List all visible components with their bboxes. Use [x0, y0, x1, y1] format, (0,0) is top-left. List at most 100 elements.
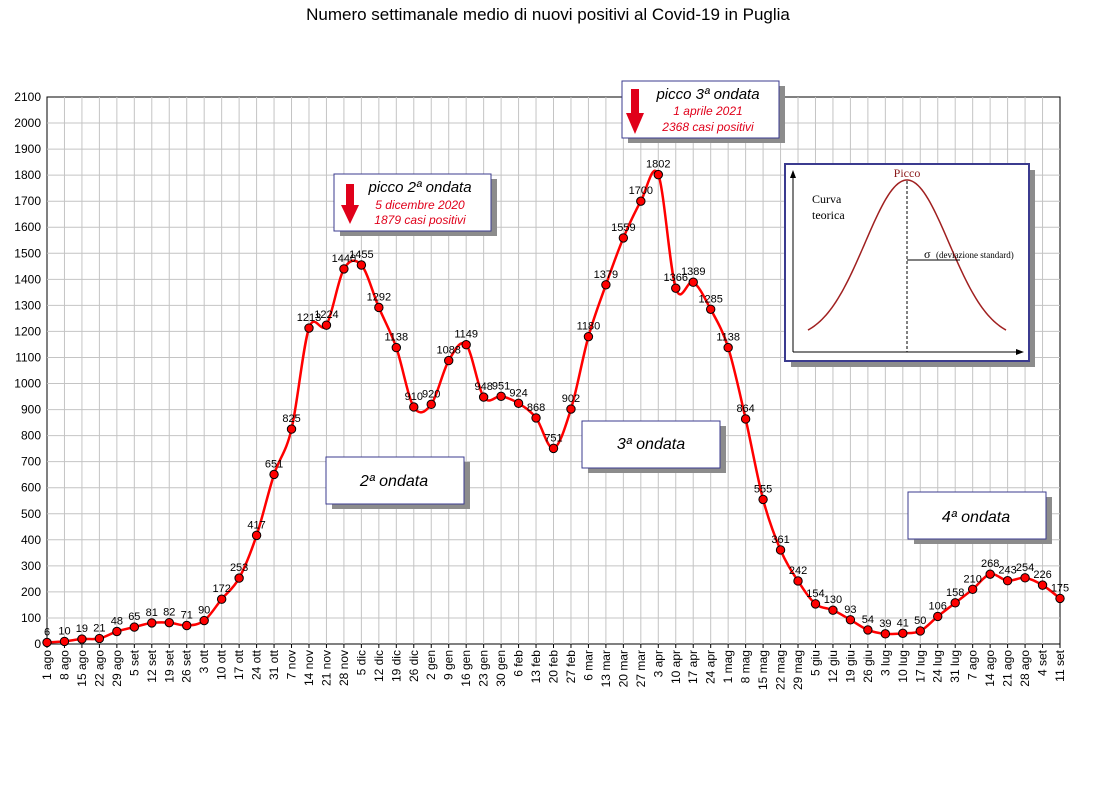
data-point — [304, 323, 314, 333]
data-label: 1088 — [436, 345, 460, 357]
series-positivi — [42, 169, 1065, 648]
data-label: 254 — [1016, 562, 1034, 574]
data-point — [112, 626, 122, 637]
peak-annotation-2: picco 2ª ondata 5 dicembre 2020 1879 cas… — [333, 173, 497, 236]
data-label: 1292 — [367, 291, 391, 303]
y-tick-label: 600 — [21, 481, 41, 495]
data-point — [653, 169, 663, 180]
x-tick-label: 1 ago — [40, 650, 54, 680]
x-tick-label: 8 mag — [739, 650, 753, 683]
x-tick-label: 14 ago — [983, 650, 997, 687]
data-point — [1037, 580, 1048, 590]
x-tick-label: 20 mar — [616, 650, 630, 687]
x-tick-label: 24 apr — [704, 650, 718, 684]
data-label: 21 — [93, 623, 105, 635]
x-tick-label: 3 apr — [651, 650, 665, 677]
x-tick-label: 27 feb — [564, 650, 578, 684]
y-tick-label: 1700 — [14, 194, 41, 208]
data-point — [147, 618, 157, 628]
x-tick-label: 17 lug — [913, 650, 927, 683]
data-point — [216, 594, 227, 604]
data-point — [182, 620, 192, 631]
data-point — [636, 196, 646, 206]
data-label: 1138 — [384, 332, 408, 344]
data-point — [286, 424, 297, 434]
x-tick-label: 9 gen — [442, 650, 456, 680]
data-label: 868 — [527, 402, 545, 414]
inset-peak-label: Picco — [894, 166, 921, 180]
y-tick-label: 1100 — [15, 350, 41, 364]
data-point — [199, 615, 209, 626]
inset-sigma-symbol: σ — [924, 247, 931, 261]
data-label: 651 — [265, 458, 283, 470]
y-tick-label: 100 — [21, 611, 41, 625]
data-label: 172 — [212, 583, 230, 595]
x-tick-label: 7 nov — [285, 650, 299, 679]
data-label: 825 — [282, 413, 300, 425]
data-point — [409, 402, 419, 412]
data-label: 65 — [128, 611, 140, 623]
y-tick-label: 500 — [21, 507, 41, 521]
x-tick-label: 10 ott — [215, 649, 229, 680]
y-tick-label: 900 — [21, 403, 41, 417]
data-point — [548, 443, 559, 454]
data-label: 90 — [198, 605, 210, 617]
x-tick-label: 28 ago — [1018, 650, 1032, 687]
x-tick-label: 5 giu — [808, 650, 822, 676]
wave-box-4: 4ª ondata — [907, 491, 1052, 544]
y-tick-label: 1500 — [14, 246, 41, 260]
x-tick-label: 16 gen — [459, 650, 473, 687]
data-point — [601, 280, 611, 290]
wave-label-4: 4ª ondata — [942, 509, 1010, 526]
data-label: 54 — [862, 614, 874, 626]
x-tick-label: 8 ago — [57, 650, 71, 680]
x-tick-label: 20 feb — [547, 650, 561, 684]
data-label: 1700 — [629, 185, 653, 197]
x-tick-label: 14 nov — [302, 650, 316, 686]
x-tick-label: 4 set — [1036, 649, 1050, 676]
x-tick-label: 5 set — [127, 649, 141, 676]
data-point — [705, 304, 716, 314]
data-point — [234, 573, 244, 583]
y-tick-label: 2100 — [14, 90, 41, 104]
y-tick-label: 700 — [21, 455, 41, 469]
data-label: 920 — [422, 388, 440, 400]
wave-box-3: 3ª ondata — [581, 420, 726, 473]
data-label: 1455 — [349, 249, 373, 261]
data-label: 910 — [405, 391, 423, 403]
inset-sigma-label: (deviazione standard) — [936, 250, 1014, 260]
data-point — [339, 264, 349, 274]
data-point — [321, 320, 332, 330]
x-tick-label: 26 giu — [861, 650, 875, 683]
data-point — [740, 414, 751, 424]
y-tick-label: 2000 — [14, 116, 41, 130]
peak-annotation-3: picco 3ª ondata 1 aprile 2021 2368 casi … — [621, 80, 785, 143]
x-tick-label: 24 lug — [931, 650, 945, 683]
data-label: 361 — [771, 534, 789, 546]
data-label: 751 — [544, 432, 562, 444]
data-label: 1440 — [332, 253, 356, 265]
data-label: 175 — [1051, 582, 1069, 594]
data-label: 417 — [247, 519, 265, 531]
data-point — [251, 530, 262, 541]
x-tick-label: 12 dic — [372, 650, 386, 682]
data-point — [496, 391, 506, 401]
data-point — [77, 634, 87, 644]
data-label: 1559 — [611, 222, 635, 234]
data-point — [531, 413, 541, 423]
data-label: 48 — [111, 615, 123, 627]
data-point — [59, 636, 70, 647]
data-label: 555 — [754, 483, 772, 495]
data-point — [478, 392, 489, 402]
data-label: 242 — [789, 565, 807, 577]
data-label: 39 — [879, 618, 891, 630]
data-label: 1213 — [297, 312, 321, 324]
x-tick-label: 29 mag — [791, 650, 805, 690]
x-tick-label: 19 giu — [843, 650, 857, 683]
data-label: 226 — [1033, 569, 1051, 581]
data-label: 268 — [981, 558, 999, 570]
x-tick-label: 12 set — [145, 649, 159, 682]
x-tick-label: 21 ago — [1001, 650, 1015, 687]
inset-bell-curve — [807, 179, 1007, 331]
